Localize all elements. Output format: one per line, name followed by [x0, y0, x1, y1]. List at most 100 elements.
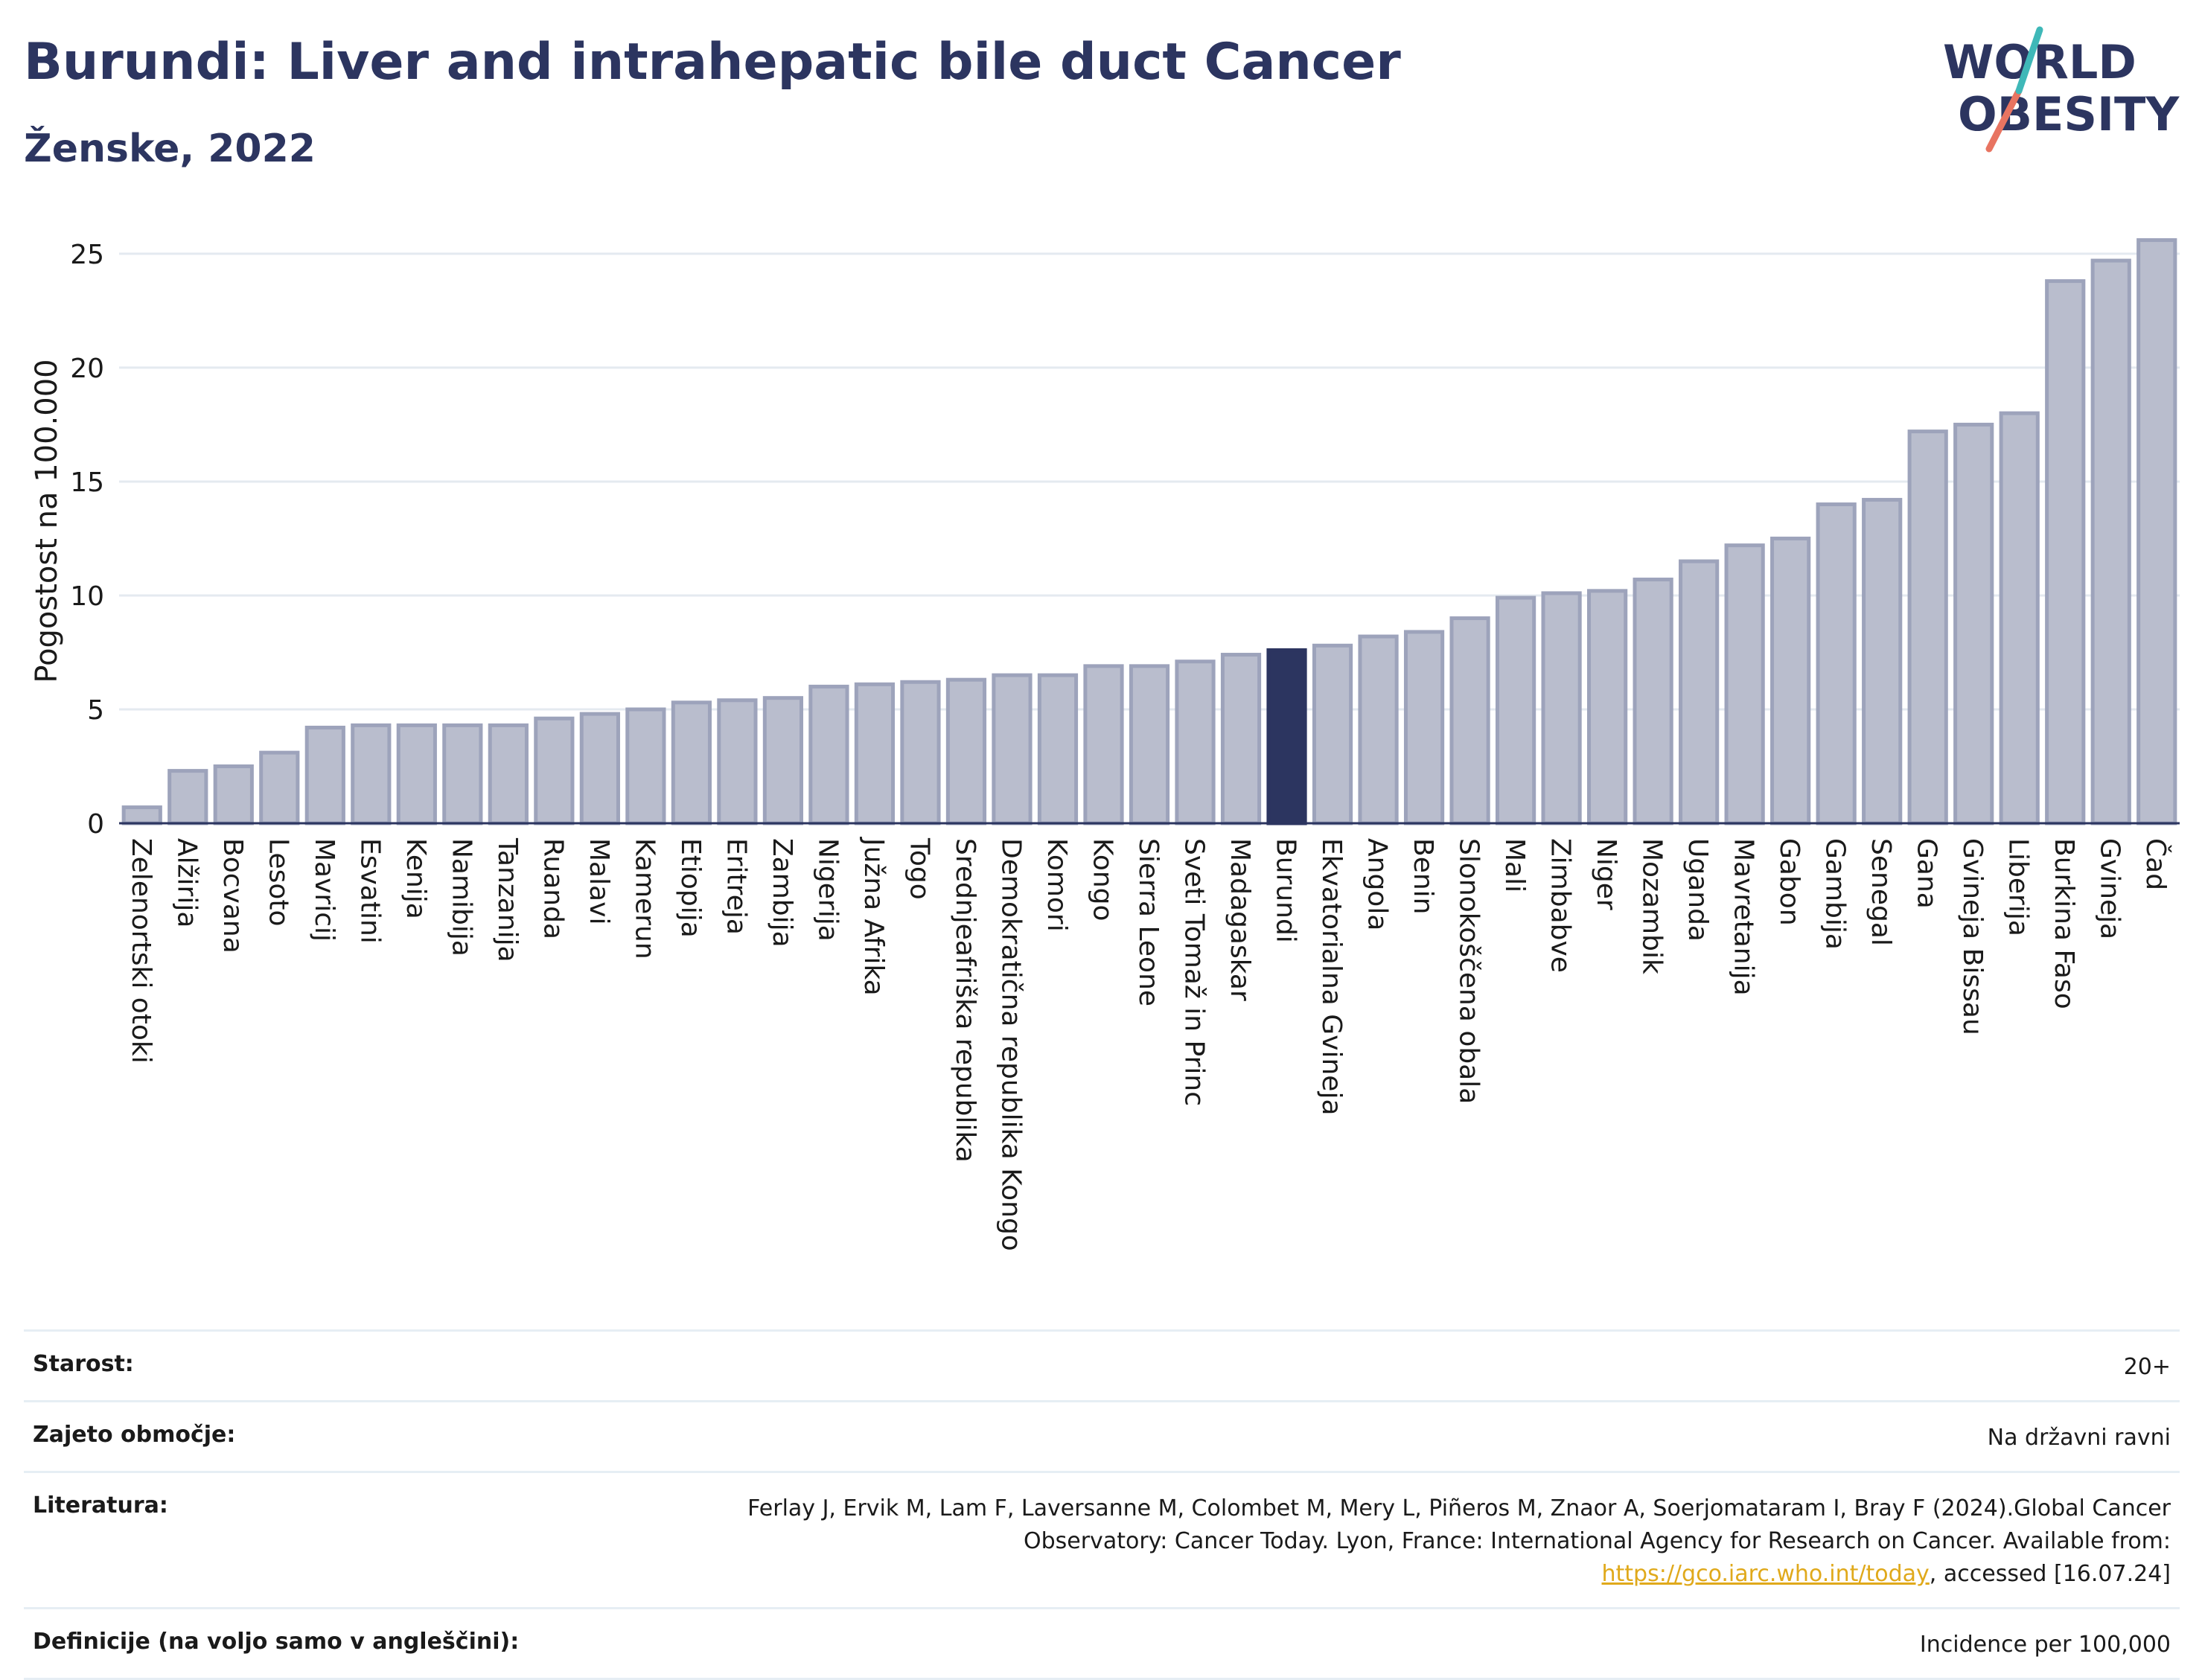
bar-lesoto [259, 750, 300, 825]
bar-komori [1037, 673, 1079, 825]
bar-kenija [396, 723, 437, 825]
bar-demokratična-republika-kongo [992, 673, 1033, 825]
x-tick-label: Mavricij [309, 838, 339, 942]
bar-sierra-leone [1129, 664, 1170, 825]
x-tick-label: Srednjeafriška republika [950, 838, 980, 1163]
x-tick-label: Komori [1041, 838, 1072, 932]
y-tick-label: 5 [87, 695, 104, 726]
bar-liberija [1999, 411, 2040, 825]
x-tick-label: Gvineja Bissau [1957, 838, 1988, 1035]
bar-čad [2136, 238, 2177, 825]
bar-esvatini [351, 723, 392, 825]
info-value: Incidence per 100,000 [1919, 1632, 2171, 1658]
x-tick-label: Niger [1591, 838, 1621, 910]
info-value: Ferlay J, Ervik M, Lam F, Laversanne M, … [682, 1492, 2171, 1591]
bar-zimbabve [1541, 591, 1582, 825]
bar-tanzanija [488, 723, 529, 825]
x-tick-label: Eritreja [721, 838, 751, 935]
bar-alžirija [167, 769, 208, 825]
x-tick-label: Kongo [1087, 838, 1117, 922]
x-tick-label: Alžirija [171, 838, 202, 927]
y-tick-label: 20 [70, 354, 104, 384]
y-axis-ticks: 0 5 10 15 20 25 [70, 240, 104, 840]
citation-text: Ferlay J, Ervik M, Lam F, Laversanne M, … [747, 1495, 2171, 1554]
x-tick-label: Zambija [767, 838, 797, 948]
bar-senegal [1862, 497, 1903, 825]
x-tick-label: Gabon [1774, 838, 1804, 926]
x-tick-label: Mavretanija [1729, 838, 1759, 996]
x-tick-label: Nigerija [812, 838, 843, 942]
x-tick-label: Sierra Leone [1133, 838, 1164, 1006]
x-tick-label: Uganda [1682, 838, 1713, 942]
chart-title: Burundi: Liver and intrahepatic bile duc… [24, 33, 1401, 92]
x-tick-label: Čad [2140, 838, 2171, 890]
x-tick-label: Demokratična republika Kongo [995, 838, 1026, 1251]
info-key: Starost: [33, 1351, 134, 1377]
x-tick-label: Etiopija [675, 838, 706, 938]
x-tick-label: Lesoto [263, 838, 293, 927]
x-tick-label: Esvatini [354, 838, 385, 944]
bar-uganda [1679, 559, 1720, 825]
bar-zambija [762, 696, 804, 825]
info-row-age: Starost: 20+ [24, 1329, 2180, 1400]
info-value: Na državni ravni [1987, 1425, 2171, 1451]
bar-mavricij [304, 725, 345, 825]
bar-ekvatorialna-gvineja [1312, 643, 1353, 825]
y-tick-label: 25 [70, 240, 104, 270]
bar-mavretanija [1724, 543, 1765, 825]
x-tick-label: Slonokoščena obala [1454, 838, 1484, 1104]
bars [121, 238, 2177, 825]
bar-mozambik [1633, 578, 1673, 825]
logo-slash-teal [2015, 26, 2043, 95]
x-tick-label: Kamerun [629, 838, 660, 959]
logo-slash-coral [1985, 87, 2023, 153]
x-tick-label: Bocvana [217, 838, 248, 954]
logo-line1: WORLD [1943, 35, 2136, 89]
bar-nigerija [808, 684, 849, 825]
x-tick-label: Ruanda [537, 838, 568, 939]
y-tick-label: 0 [87, 809, 104, 840]
bar-bocvana [213, 764, 254, 825]
info-key: Definicije (na voljo samo v angleščini): [33, 1629, 520, 1655]
bar-kamerun [625, 707, 666, 825]
bar-chart: 0 5 10 15 20 25 Zelenortski otoki Alžirija Bocv… [30, 238, 2180, 1251]
bar-gvineja [2090, 258, 2131, 825]
y-tick-label: 15 [70, 467, 104, 498]
bar-niger [1587, 589, 1628, 825]
bar-burundi [1266, 648, 1307, 825]
info-value: 20+ [2123, 1354, 2171, 1380]
bar-mali [1495, 595, 1536, 825]
x-tick-label: Tanzanija [492, 837, 523, 962]
info-key: Literatura: [33, 1492, 168, 1518]
x-tick-label: Sveti Tomaž in Princ [1179, 838, 1210, 1106]
bar-slonokoščena-obala [1449, 616, 1490, 825]
x-tick-label: Zelenortski otoki [126, 838, 156, 1064]
bar-gana [1907, 429, 1948, 825]
x-tick-label: Zimbabve [1545, 838, 1576, 973]
y-tick-label: 10 [70, 581, 104, 612]
bar-malavi [579, 712, 620, 825]
x-tick-label: Benin [1408, 838, 1438, 914]
info-row-definitions: Definicije (na voljo samo v angleščini):… [24, 1607, 2180, 1680]
x-tick-label: Namibija [446, 838, 476, 956]
bar-burkina-faso [2045, 279, 2086, 825]
bar-sveti-tomaž-in-princ [1175, 659, 1216, 825]
bar-eritreja [717, 698, 758, 825]
x-tick-label: Burundi [1271, 838, 1301, 943]
source-link[interactable]: https://gco.iarc.who.int/today [1601, 1561, 1930, 1587]
x-tick-label: Ekvatorialna Gvineja [1316, 838, 1347, 1116]
bar-kongo [1083, 664, 1124, 825]
info-table: Starost: 20+ Zajeto območje: Na državni … [24, 1329, 2180, 1680]
y-axis-label: Pogostost na 100.000 [30, 359, 64, 683]
x-tick-label: Gana [1912, 838, 1942, 909]
info-row-literature: Literatura: Ferlay J, Ervik M, Lam F, La… [24, 1471, 2180, 1607]
bar-madagaskar [1220, 653, 1262, 825]
bar-zelenortski-otoki [121, 805, 162, 825]
x-tick-label: Mali [1499, 838, 1530, 892]
x-tick-label: Angola [1362, 838, 1393, 930]
x-tick-label: Gambija [1820, 838, 1851, 950]
bar-južna-afrika [854, 682, 896, 825]
x-tick-label: Gvineja [2095, 838, 2125, 939]
bar-etiopija [671, 700, 712, 825]
x-tick-label: Senegal [1866, 838, 1896, 946]
